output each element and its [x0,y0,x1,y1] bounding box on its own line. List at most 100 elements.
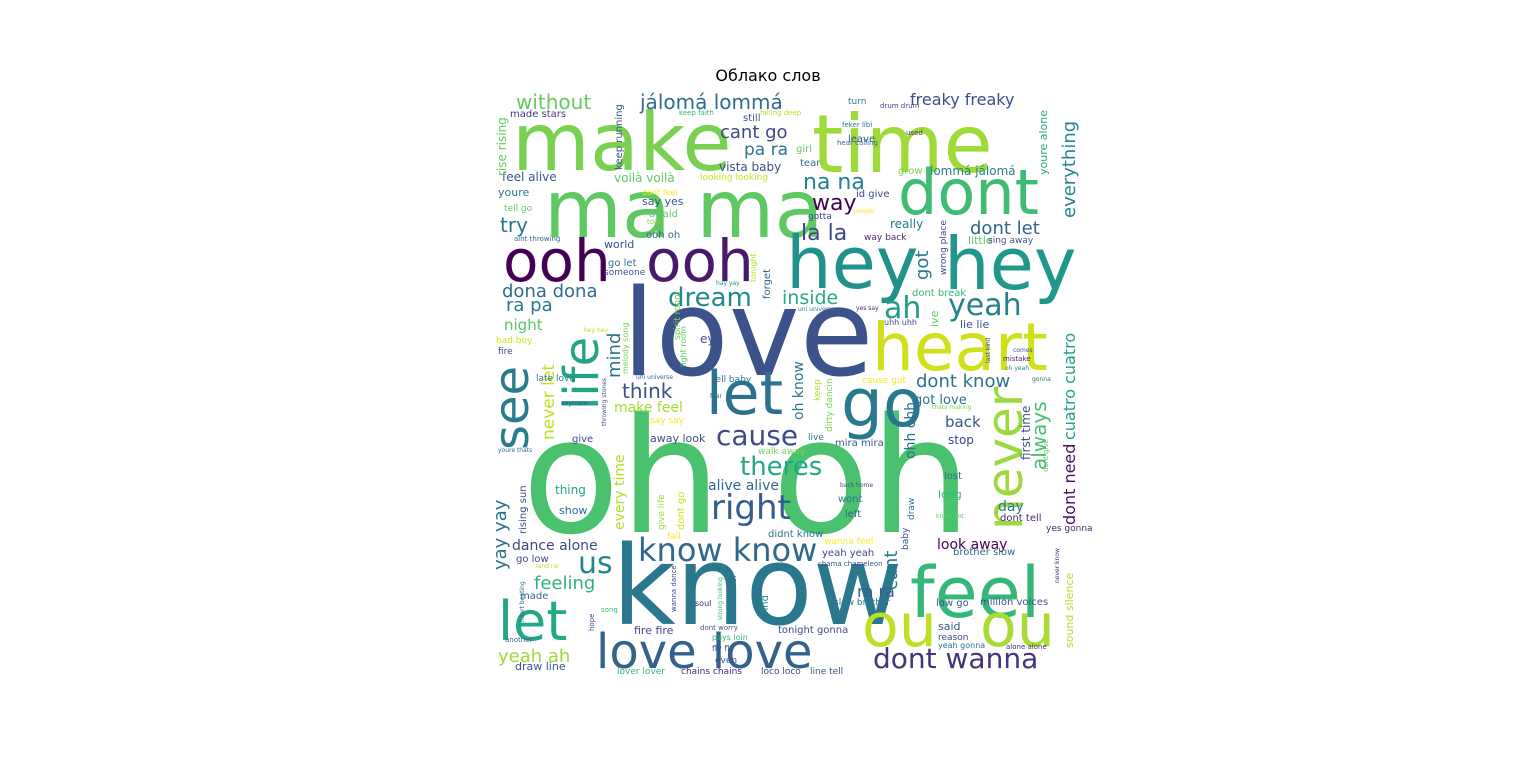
cloud-word-fear: fear [710,393,722,400]
cloud-word-world: world [604,238,634,251]
cloud-word-light-room: light room [679,326,688,367]
cloud-word-walk-away: walk away [758,447,806,457]
cloud-word-way-back: way back [864,233,907,243]
cloud-word-back-home: back home [840,482,873,489]
cloud-word-alive-alive: alive alive [708,478,779,494]
cloud-word-never: never [976,386,1034,530]
cloud-word-oh-oh: oh oh [522,383,971,570]
cloud-word-know-know: know know [638,531,817,569]
cloud-word-pa-ra: pa ra [744,140,788,160]
cloud-word-yes-gonna: yes gonna [1046,524,1093,534]
cloud-word-million-voices: million voices [980,597,1048,608]
cloud-word-look-away: look away [937,537,1007,553]
cloud-word-girl: girl [796,144,812,155]
cloud-word-wanna-feel: wanna feel [824,537,873,547]
cloud-word-wont: wont [838,494,863,505]
cloud-word-lover-lover: lover lover [617,667,665,677]
cloud-word-dont-break: dont break [912,288,966,299]
cloud-word-keep: keep [813,379,823,401]
cloud-word-draw: draw [907,498,917,520]
cloud-word-hope: hope [588,614,596,631]
cloud-word-heart: heart [872,309,1048,386]
cloud-word-leave: leave [848,134,875,145]
cloud-word-oh-yeah: oh yeah [1005,365,1029,372]
cloud-word-rising-sun: rising sun [518,485,529,534]
cloud-word-go: go [841,365,923,442]
cloud-word-yeah-yeah: yeah yeah [822,548,874,559]
cloud-word-feeling: feeling [534,573,595,594]
cloud-word-make: make [512,96,732,189]
cloud-word-gonna: gonna [1032,376,1051,383]
cloud-word-mind: mind [604,333,625,378]
cloud-word-ma-ma: ma ma [544,163,823,256]
cloud-word-mistake: mistake [1003,355,1031,363]
cloud-word-uni-universe: uni universe [798,306,835,313]
cloud-word-long: long [938,488,962,501]
cloud-word-la-la: la la [801,221,847,246]
cloud-word-loin-dici: loin dici [728,575,739,614]
cloud-word-said: said [938,620,961,633]
cloud-word-dont-let: dont let [970,218,1040,239]
cloud-word-jálomá-lommá: jálomá lommá [639,90,783,114]
cloud-word-someone: someone [604,268,646,278]
cloud-word-turn: turn [848,97,866,107]
cloud-word-without: without [516,90,591,114]
cloud-word-fire: fire [498,347,513,357]
cloud-word-tear: tear [800,158,821,169]
cloud-word-draw-line: draw line [515,660,566,673]
cloud-word-still: still [743,113,760,124]
cloud-word-stop: stop [948,433,974,447]
cloud-word-dance-alone: dance alone [512,538,598,554]
cloud-word-ou: ou [862,591,937,661]
cloud-word-let: let [498,590,567,653]
cloud-word-try: try [500,213,528,237]
cloud-word-us: us [578,546,613,581]
cloud-word-wanna-dance: wanna dance [670,565,678,612]
cloud-word-night: night [504,316,543,334]
cloud-word-pays-loin: pays loin [712,633,748,642]
cloud-word-dont-tell: dont tell [1000,513,1042,524]
cloud-word-love: love [622,265,874,404]
cloud-word-feker-libi: feker libi [842,121,872,129]
cloud-word-find: find [760,595,771,614]
cloud-word-back: back [945,413,981,431]
cloud-word-comes: comes [1013,347,1033,354]
cloud-word-life: life [554,337,610,410]
cloud-word-uhh-uhh: uhh uhh [884,318,917,327]
cloud-word-fall: fall [667,532,681,542]
cloud-word-hear-calling: hear calling [837,139,878,147]
cloud-word-cause: cause [716,419,798,452]
cloud-word-right: right [711,488,791,528]
cloud-word-land-rar: land rar [536,563,560,570]
cloud-word-uni-universe: uni universe [636,374,673,381]
cloud-word-brother-slow: brother slow [953,547,1015,558]
cloud-word-anymore: anymore [561,400,588,407]
cloud-word-oh-know: oh know [791,361,807,420]
cloud-word-used: used [906,129,923,137]
cloud-word-even: even [715,656,737,666]
cloud-word-know-got: know got [936,513,964,520]
cloud-word-love-love: love love [596,624,813,680]
cloud-word-really: really [890,217,923,231]
cloud-word-freaky-freaky: freaky freaky [910,90,1014,109]
cloud-word-id-give: id give [856,189,890,200]
cloud-word-dont-give: dont give [1042,439,1050,472]
cloud-word-time: time [812,98,993,191]
cloud-word-chains-chains: chains chains [681,667,742,677]
cloud-word-say-yes: say yes [642,195,684,208]
cloud-word-yes-say: yes say [856,305,879,312]
cloud-word-drum-drum: drum drum [880,102,920,110]
cloud-word-keep-running: keep running [614,104,625,170]
cloud-word-hey: hey [944,222,1077,306]
cloud-word-dont-wanna: dont wanna [873,642,1038,675]
cloud-word-let: let [706,359,783,429]
cloud-word-ooh: ooh [503,227,611,295]
cloud-word-forget: forget [762,269,773,299]
cloud-word-reason: reason [938,633,968,643]
cloud-word-made: made [520,591,548,602]
cloud-word-another: another [505,636,532,644]
cloud-word-show: show [559,504,587,517]
cloud-word-strong-looking: strong looking [717,577,724,620]
cloud-word-hey-hey: hey hey [584,327,608,334]
